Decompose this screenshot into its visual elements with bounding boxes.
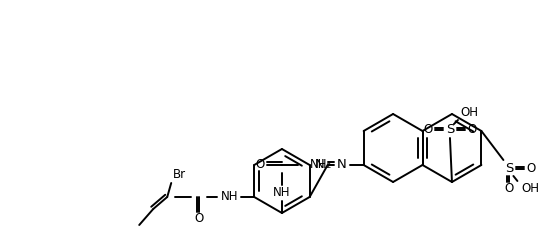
Text: O: O (468, 123, 477, 137)
Text: OH: OH (460, 106, 478, 118)
Text: NH: NH (273, 186, 291, 200)
Text: S: S (505, 163, 514, 175)
Text: NH₂: NH₂ (310, 159, 332, 172)
Text: NH: NH (220, 191, 238, 204)
Text: OH: OH (521, 182, 539, 196)
Text: O: O (255, 159, 264, 172)
Text: O: O (194, 212, 204, 226)
Text: O: O (424, 123, 433, 137)
Text: N: N (315, 159, 325, 172)
Text: N: N (337, 159, 346, 172)
Text: O: O (527, 163, 536, 175)
Text: O: O (505, 182, 514, 196)
Text: S: S (446, 123, 454, 137)
Text: Br: Br (173, 169, 186, 181)
